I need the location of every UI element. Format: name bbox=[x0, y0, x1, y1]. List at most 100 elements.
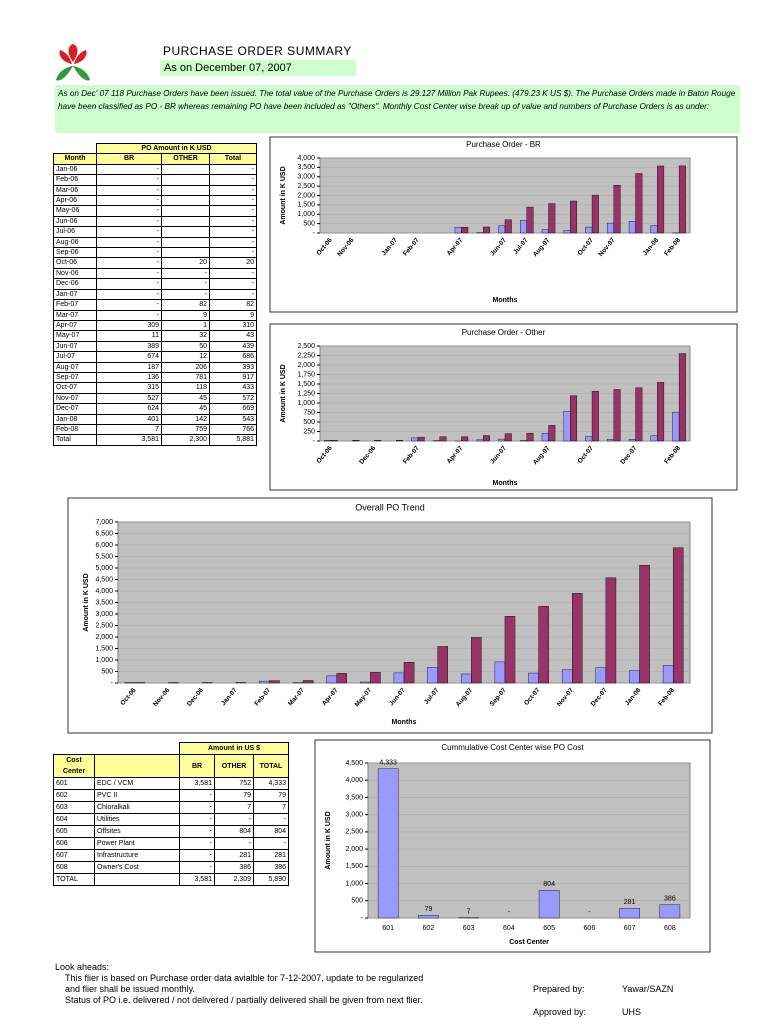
x-axis-label: Months bbox=[493, 480, 518, 487]
approved-label: Approved by: bbox=[533, 1007, 587, 1017]
bar bbox=[528, 672, 539, 684]
bar bbox=[678, 353, 686, 442]
bar bbox=[326, 675, 337, 684]
y-tick-label: 4,000 bbox=[297, 155, 315, 162]
cell: 206 bbox=[161, 361, 210, 373]
bar bbox=[374, 440, 382, 442]
bar bbox=[259, 680, 270, 684]
cell: 11 bbox=[96, 330, 162, 342]
cell: 605 bbox=[53, 825, 95, 838]
look-title: Look aheads: bbox=[55, 962, 110, 972]
chart-title: Purchase Order - BR bbox=[466, 140, 541, 149]
cell: 804 bbox=[214, 825, 254, 838]
table: PO Amount in K USD Month BR OTHER Total Jan-0… bbox=[53, 142, 257, 446]
cell bbox=[161, 195, 210, 207]
cell: Feb-08 bbox=[53, 423, 97, 436]
cell: 759 bbox=[161, 423, 210, 436]
y-tick-label: 1,500 bbox=[95, 645, 113, 652]
cell: Oct-07 bbox=[53, 382, 97, 394]
value-label: 281 bbox=[624, 899, 636, 906]
cell: 572 bbox=[209, 392, 257, 405]
cell: 4,333 bbox=[253, 777, 289, 790]
cell: 7 bbox=[253, 801, 289, 814]
cell: 389 bbox=[96, 340, 162, 353]
cell: 82 bbox=[161, 299, 210, 311]
y-tick-label: - bbox=[313, 438, 316, 445]
x-tick-label: 601 bbox=[382, 925, 394, 932]
cell bbox=[161, 247, 210, 259]
cell: 3,581 bbox=[179, 873, 215, 886]
cell: - bbox=[209, 247, 257, 259]
cell: - bbox=[96, 299, 162, 311]
cell: PVC II bbox=[94, 789, 180, 802]
cell: 386 bbox=[253, 861, 289, 874]
value-label: 7 bbox=[467, 909, 471, 916]
column-header: OTHER bbox=[161, 153, 210, 165]
y-tick-label: 3,000 bbox=[297, 174, 315, 181]
bar bbox=[657, 165, 665, 234]
bar bbox=[526, 432, 534, 442]
cell: 20 bbox=[209, 257, 257, 269]
cell: 917 bbox=[209, 371, 257, 384]
x-tick-label: 605 bbox=[543, 925, 555, 932]
y-tick-label: 250 bbox=[303, 428, 315, 435]
subtitle: As on December 07, 2007 bbox=[160, 60, 356, 76]
cell: 9 bbox=[209, 309, 257, 321]
bar bbox=[302, 680, 314, 684]
bar bbox=[330, 440, 338, 442]
bar bbox=[628, 221, 636, 234]
cell: Total bbox=[53, 434, 97, 446]
cell: - bbox=[253, 837, 289, 850]
cell: - bbox=[96, 236, 162, 249]
bar bbox=[650, 435, 658, 442]
bar bbox=[461, 436, 469, 442]
cell: 79 bbox=[214, 789, 254, 802]
bar bbox=[613, 185, 621, 234]
cell: Mar-06 bbox=[53, 184, 97, 197]
x-axis-label: Cost Center bbox=[509, 939, 549, 946]
cell: 32 bbox=[161, 330, 210, 342]
cell: - bbox=[96, 247, 162, 259]
cell: 7 bbox=[214, 801, 254, 814]
cell: Dec-06 bbox=[53, 278, 97, 290]
x-axis-label: Months bbox=[392, 719, 417, 726]
bar bbox=[607, 439, 615, 442]
bar bbox=[607, 222, 615, 234]
cell: - bbox=[179, 813, 215, 826]
bar bbox=[605, 577, 617, 684]
value-label: - bbox=[588, 909, 591, 916]
y-tick-label: 6,500 bbox=[95, 530, 113, 537]
cell: - bbox=[209, 205, 257, 217]
cell: - bbox=[96, 184, 162, 197]
y-tick-label: 2,000 bbox=[297, 362, 315, 369]
cell: TOTAL bbox=[53, 873, 95, 886]
cell: 12 bbox=[161, 351, 210, 363]
bar bbox=[563, 411, 571, 442]
cell: 2,300 bbox=[161, 434, 210, 446]
bar bbox=[483, 226, 490, 234]
cell: - bbox=[96, 226, 162, 238]
y-tick-label: 7,000 bbox=[95, 519, 113, 526]
y-tick-label: 1,750 bbox=[297, 371, 315, 378]
y-tick-label: 2,000 bbox=[297, 192, 315, 199]
bar bbox=[595, 667, 607, 684]
cell: - bbox=[209, 267, 257, 280]
cell: 686 bbox=[209, 351, 257, 363]
cell: Dec-07 bbox=[53, 403, 97, 415]
cell: 20 bbox=[161, 257, 210, 269]
bar bbox=[526, 206, 534, 234]
bar bbox=[585, 226, 593, 234]
cell: - bbox=[209, 226, 257, 238]
cell: 393 bbox=[209, 361, 257, 373]
cell: 45 bbox=[161, 392, 210, 405]
bar bbox=[498, 225, 506, 234]
column-header: Total bbox=[209, 153, 257, 165]
bar bbox=[628, 439, 636, 442]
bar bbox=[471, 637, 482, 684]
approved-value: UHS bbox=[622, 1007, 642, 1017]
cell: - bbox=[179, 789, 215, 802]
value-label: 79 bbox=[424, 906, 432, 913]
value-label: 4,333 bbox=[379, 760, 397, 767]
prepared-value: Yawar/SAZN bbox=[622, 984, 674, 994]
